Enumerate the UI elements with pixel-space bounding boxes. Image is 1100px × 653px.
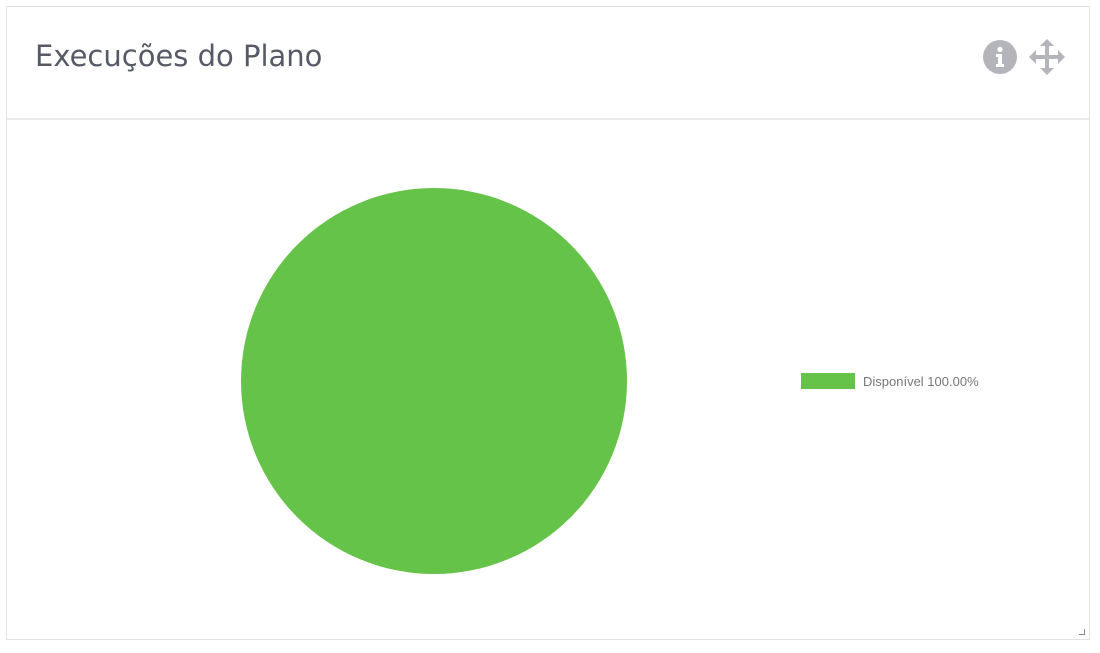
chart-card: Execuções do Plano Disponível 100.00% — [6, 6, 1090, 640]
pie-slice-disponível — [241, 188, 627, 574]
legend-item: Disponível 100.00% — [801, 373, 979, 389]
move-icon[interactable] — [1029, 39, 1065, 75]
legend-swatch — [801, 373, 855, 389]
card-header: Execuções do Plano — [7, 7, 1089, 120]
resize-handle[interactable] — [1079, 629, 1085, 635]
legend-label: Disponível 100.00% — [863, 373, 979, 389]
pie-chart — [241, 188, 627, 574]
info-icon[interactable] — [983, 40, 1017, 74]
card-title: Execuções do Plano — [35, 39, 323, 73]
